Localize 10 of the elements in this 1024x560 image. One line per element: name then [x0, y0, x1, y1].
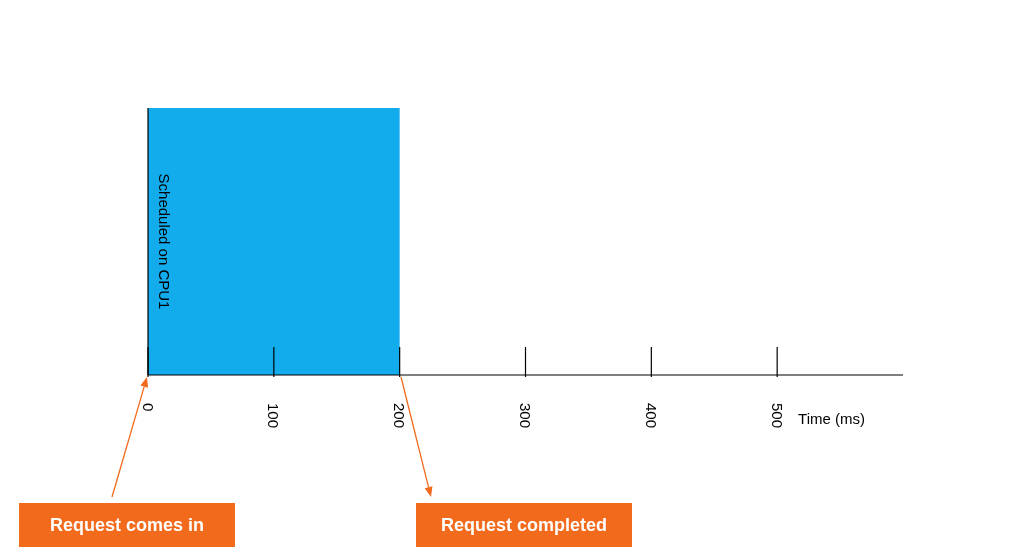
x-tick-label: 500 — [768, 403, 786, 429]
y-axis-title: Scheduled on CPU1 — [155, 173, 173, 310]
x-tick-label: 100 — [265, 403, 283, 429]
x-tick-label: 200 — [391, 403, 409, 429]
x-tick-label: 300 — [517, 403, 534, 429]
x-tick-label: 0 — [139, 403, 157, 412]
x-axis-title: Time (ms) — [798, 409, 865, 427]
x-tick-label: 400 — [642, 403, 660, 429]
text: Request completed — [416, 503, 632, 547]
text: Request comes in — [19, 503, 235, 547]
